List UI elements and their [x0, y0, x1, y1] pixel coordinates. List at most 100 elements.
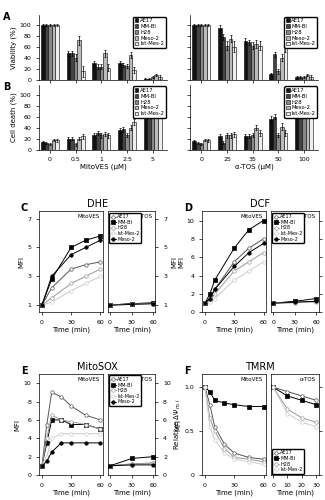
Bar: [70, 54, 74, 80]
Bar: [45, 143, 48, 150]
Bar: [81, 136, 84, 149]
Y-axis label: MFI: MFI: [19, 256, 25, 268]
Bar: [247, 42, 251, 80]
Bar: [200, 144, 203, 150]
Text: MitoVES: MitoVES: [78, 377, 100, 382]
Text: MitoVES: MitoVES: [78, 214, 100, 220]
Bar: [67, 54, 70, 80]
Bar: [258, 46, 262, 80]
Bar: [244, 42, 247, 80]
Bar: [99, 66, 103, 80]
Bar: [52, 140, 55, 149]
Bar: [273, 54, 277, 80]
Text: α-TOS: α-TOS: [137, 377, 153, 382]
Bar: [196, 25, 200, 80]
Text: α-TOS: α-TOS: [137, 214, 153, 220]
X-axis label: Time (min): Time (min): [276, 326, 314, 333]
Bar: [306, 76, 309, 80]
Text: MitoVES: MitoVES: [241, 214, 263, 220]
Text: TMRM: TMRM: [245, 362, 275, 372]
Bar: [48, 144, 52, 150]
Bar: [222, 37, 225, 80]
Bar: [118, 64, 122, 80]
Bar: [41, 25, 45, 80]
Bar: [207, 25, 210, 80]
Bar: [298, 96, 302, 150]
Bar: [218, 136, 222, 149]
Bar: [251, 46, 254, 80]
Bar: [67, 138, 70, 149]
Legend: AE17, MM-BI, H28, Meso-2, Ist-Mes-2: AE17, MM-BI, H28, Meso-2, Ist-Mes-2: [133, 86, 166, 118]
Bar: [147, 96, 151, 150]
X-axis label: Time (min): Time (min): [113, 489, 151, 496]
X-axis label: Time (min): Time (min): [52, 489, 90, 496]
Bar: [132, 122, 136, 150]
Bar: [70, 138, 74, 149]
Bar: [92, 64, 96, 80]
Bar: [277, 135, 280, 150]
Bar: [122, 65, 125, 80]
Bar: [273, 116, 277, 150]
Bar: [309, 77, 313, 80]
Bar: [251, 135, 254, 150]
Bar: [207, 140, 210, 149]
Y-axis label: MFI: MFI: [171, 256, 177, 268]
Text: F: F: [184, 366, 191, 376]
X-axis label: Time (min): Time (min): [52, 326, 90, 333]
Bar: [125, 135, 129, 150]
Bar: [225, 46, 229, 80]
Bar: [192, 25, 196, 80]
Y-axis label: MFI: MFI: [15, 418, 21, 430]
Bar: [269, 119, 273, 150]
Bar: [154, 96, 158, 150]
Bar: [192, 142, 196, 150]
Bar: [203, 25, 207, 80]
Bar: [254, 44, 258, 80]
Bar: [295, 96, 298, 150]
Bar: [74, 144, 77, 150]
Bar: [103, 134, 107, 150]
Bar: [244, 136, 247, 149]
Y-axis label: MFI: MFI: [178, 256, 184, 268]
Legend: AE17, MM-BI, H28, Ist-Mes-2, Meso-2: AE17, MM-BI, H28, Ist-Mes-2, Meso-2: [109, 213, 141, 243]
Bar: [280, 126, 284, 150]
Bar: [55, 140, 59, 149]
Bar: [306, 96, 309, 150]
Bar: [295, 77, 298, 80]
Bar: [158, 96, 162, 150]
Y-axis label: Viability (%): Viability (%): [10, 26, 17, 68]
Bar: [92, 135, 96, 150]
Bar: [151, 96, 154, 150]
Bar: [302, 96, 306, 150]
Legend: AE17, MM-BI, H28, Meso-2, Ist-Mes-2: AE17, MM-BI, H28, Meso-2, Ist-Mes-2: [284, 86, 317, 118]
Bar: [147, 78, 151, 80]
Bar: [151, 77, 154, 80]
Bar: [99, 136, 103, 149]
Legend: AE17, MM-BI, H28, Ist-Mes-2, Meso-2: AE17, MM-BI, H28, Ist-Mes-2, Meso-2: [272, 213, 304, 243]
Bar: [118, 130, 122, 150]
X-axis label: α-TOS (μM): α-TOS (μM): [235, 164, 274, 170]
Bar: [254, 128, 258, 150]
Legend: AE17, MM-BI, H28, Meso-2, Ist-Mes-2: AE17, MM-BI, H28, Meso-2, Ist-Mes-2: [133, 16, 166, 48]
Y-axis label: Relative ΔΨ$_{m,i}$: Relative ΔΨ$_{m,i}$: [172, 398, 182, 450]
Bar: [229, 38, 232, 80]
Bar: [96, 133, 99, 150]
Bar: [232, 47, 236, 80]
X-axis label: Time (min): Time (min): [113, 326, 151, 333]
Text: E: E: [21, 366, 28, 376]
Bar: [302, 77, 306, 80]
Bar: [77, 138, 81, 149]
Bar: [103, 54, 107, 80]
Text: D: D: [184, 204, 192, 214]
Bar: [45, 25, 48, 80]
Bar: [107, 68, 110, 80]
Bar: [280, 58, 284, 80]
Bar: [229, 136, 232, 149]
Text: MitoSOX: MitoSOX: [77, 362, 118, 372]
Bar: [258, 133, 262, 150]
Bar: [77, 40, 81, 80]
Text: DCF: DCF: [250, 199, 270, 209]
Bar: [107, 136, 110, 149]
Bar: [218, 28, 222, 80]
Bar: [144, 78, 147, 80]
